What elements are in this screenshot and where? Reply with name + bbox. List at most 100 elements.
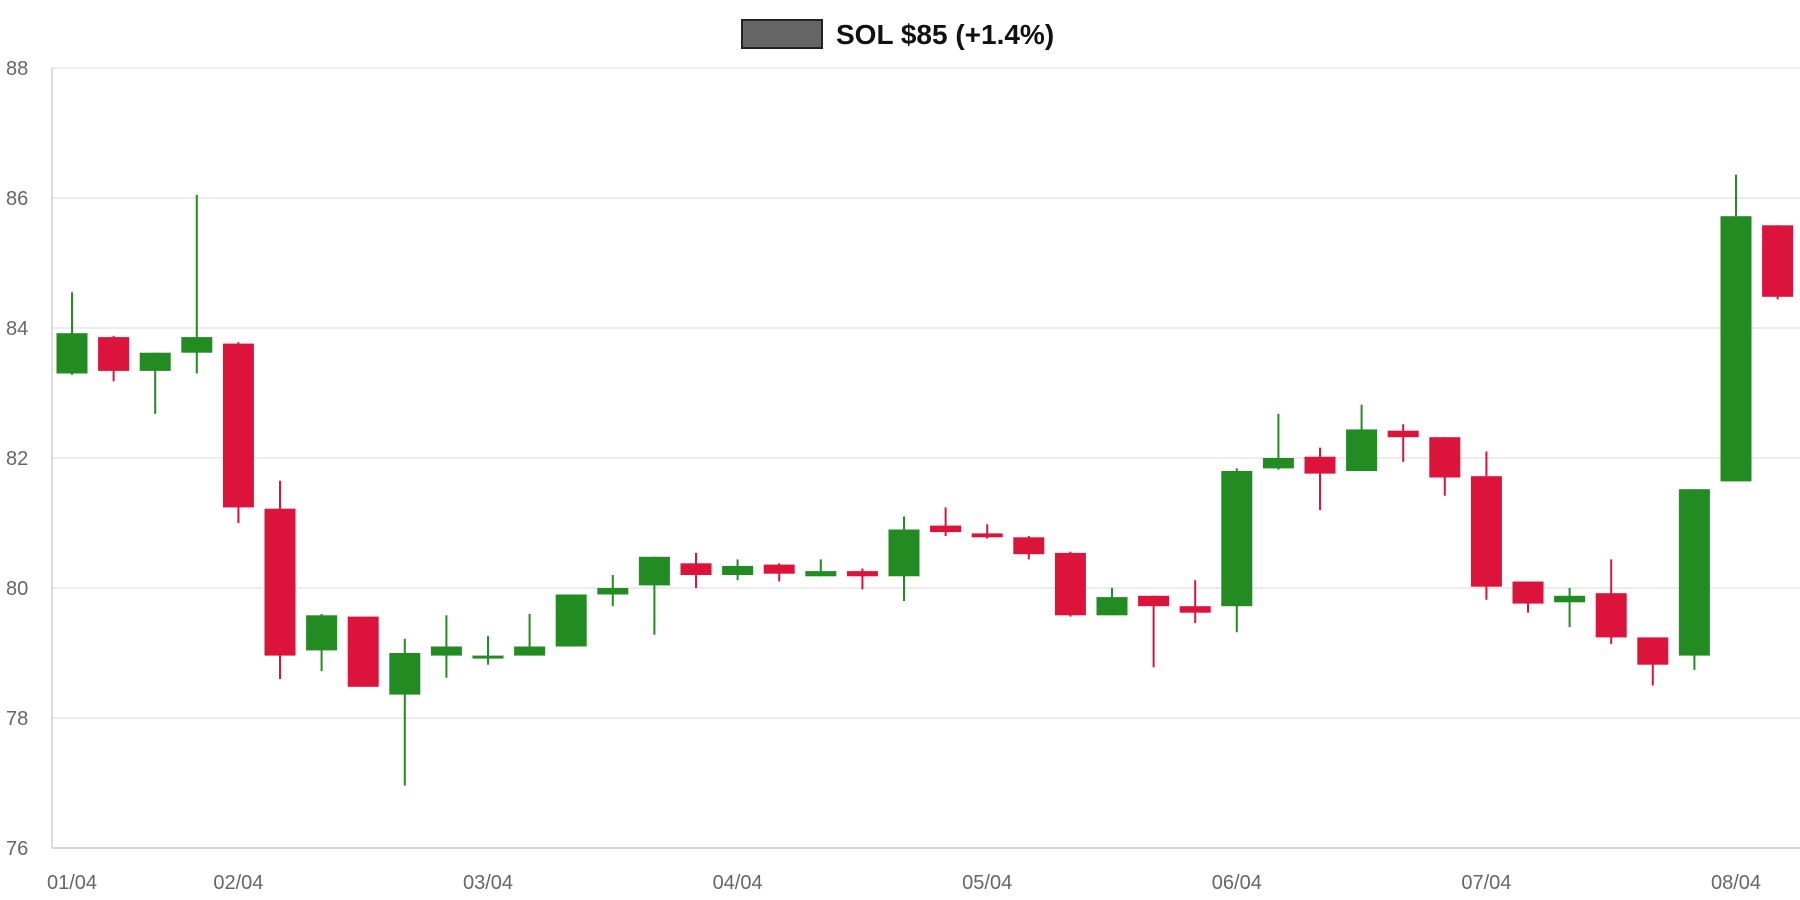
candle-body (1637, 637, 1669, 665)
candle-down[interactable] (971, 524, 1003, 539)
candle-down[interactable] (1179, 580, 1211, 624)
y-axis: 76 78 80 82 84 86 88 (6, 58, 53, 860)
candle-down[interactable] (1138, 595, 1170, 668)
candle-down[interactable] (222, 342, 254, 523)
candle-down[interactable] (1762, 225, 1794, 300)
candle-down[interactable] (1304, 447, 1336, 510)
candle-body (306, 615, 338, 651)
x-tick-label: 02/04 (213, 872, 263, 894)
candle-down[interactable] (1637, 637, 1669, 686)
y-tick-label: 80 (6, 578, 28, 600)
candle-up[interactable] (805, 559, 837, 577)
candle-body (1013, 537, 1045, 555)
candle-down[interactable] (347, 616, 379, 687)
x-axis: 01/04 02/04 03/04 04/04 05/04 06/04 07/04 08/04 (47, 847, 1800, 894)
candle-body (514, 646, 546, 656)
candle-up[interactable] (1678, 489, 1710, 670)
candle-up[interactable] (1221, 468, 1253, 633)
candle-body (389, 653, 421, 695)
candle-down[interactable] (1387, 424, 1419, 462)
candle-up[interactable] (430, 615, 462, 678)
candle-down[interactable] (763, 563, 795, 582)
candle-body (1304, 456, 1336, 474)
candle-up[interactable] (139, 352, 171, 414)
y-tick-label: 86 (6, 188, 28, 210)
candle-up[interactable] (1262, 413, 1294, 470)
candle-body (1138, 595, 1170, 607)
candle-down[interactable] (1054, 551, 1086, 617)
candle-up[interactable] (888, 516, 920, 602)
candle-body (971, 533, 1003, 538)
candle-body (1054, 552, 1086, 616)
candle-body (680, 563, 712, 575)
candle-body (1720, 216, 1752, 482)
candle-body (98, 337, 130, 371)
candle-body (1595, 593, 1627, 638)
candle-down[interactable] (98, 335, 130, 382)
candle-body (1179, 606, 1211, 613)
candle-body (1262, 458, 1294, 469)
candle-up[interactable] (555, 594, 587, 647)
candle-body (1678, 489, 1710, 656)
candle-body (181, 337, 213, 353)
candle-body (638, 556, 670, 586)
legend[interactable]: SOL $85 (+1.4%) (741, 19, 1054, 50)
candle-up[interactable] (56, 292, 88, 375)
candle-down[interactable] (1470, 451, 1502, 600)
candle-body (1429, 437, 1461, 478)
candle-body (805, 571, 837, 577)
candle-down[interactable] (1013, 536, 1045, 560)
candle-body (888, 529, 920, 577)
candle-down[interactable] (930, 507, 962, 536)
candle-up[interactable] (638, 556, 670, 635)
x-tick-label: 07/04 (1461, 872, 1511, 894)
candle-down[interactable] (1595, 559, 1627, 644)
candle-body (1096, 597, 1128, 616)
candle-up[interactable] (181, 194, 213, 374)
candle-body (1762, 225, 1794, 297)
candle-body (139, 352, 171, 371)
candle-up[interactable] (1346, 404, 1378, 471)
candle-up[interactable] (514, 614, 546, 656)
candle-body (1470, 476, 1502, 587)
candle-body (763, 564, 795, 574)
candle-body (430, 646, 462, 656)
x-tick-label: 06/04 (1212, 872, 1262, 894)
candle-body (597, 588, 629, 595)
candle-up[interactable] (306, 614, 338, 672)
candle-up[interactable] (389, 638, 421, 786)
candle-up[interactable] (1554, 588, 1586, 627)
candle-down[interactable] (1429, 437, 1461, 496)
candle-body (555, 594, 587, 647)
y-tick-label: 88 (6, 58, 28, 80)
x-tick-label: 03/04 (463, 872, 513, 894)
y-tick-label: 82 (6, 448, 28, 470)
candle-body (930, 525, 962, 533)
candle-body (722, 565, 754, 575)
y-tick-label: 76 (6, 838, 28, 860)
candle-body (1387, 430, 1419, 438)
candle-up[interactable] (472, 636, 504, 665)
x-tick-label: 01/04 (47, 872, 97, 894)
candle-up[interactable] (1720, 174, 1752, 482)
candle-up[interactable] (597, 575, 629, 607)
candle-body (222, 343, 254, 508)
y-tick-label: 78 (6, 708, 28, 730)
candle-down[interactable] (680, 552, 712, 588)
candle-down[interactable] (1512, 581, 1544, 613)
candle-down[interactable] (846, 568, 878, 590)
candle-body (347, 616, 379, 687)
candle-body (56, 333, 88, 374)
grid-layer (52, 67, 1800, 849)
candle-up[interactable] (722, 559, 754, 581)
chart-title: SOL $85 (+1.4%) (836, 19, 1054, 50)
legend-swatch[interactable] (741, 19, 823, 49)
y-tick-label: 84 (6, 318, 28, 340)
candle-body (472, 655, 504, 659)
candle-down[interactable] (264, 480, 296, 679)
candle-up[interactable] (1096, 588, 1128, 616)
x-tick-label: 04/04 (713, 872, 763, 894)
x-tick-label: 05/04 (962, 872, 1012, 894)
